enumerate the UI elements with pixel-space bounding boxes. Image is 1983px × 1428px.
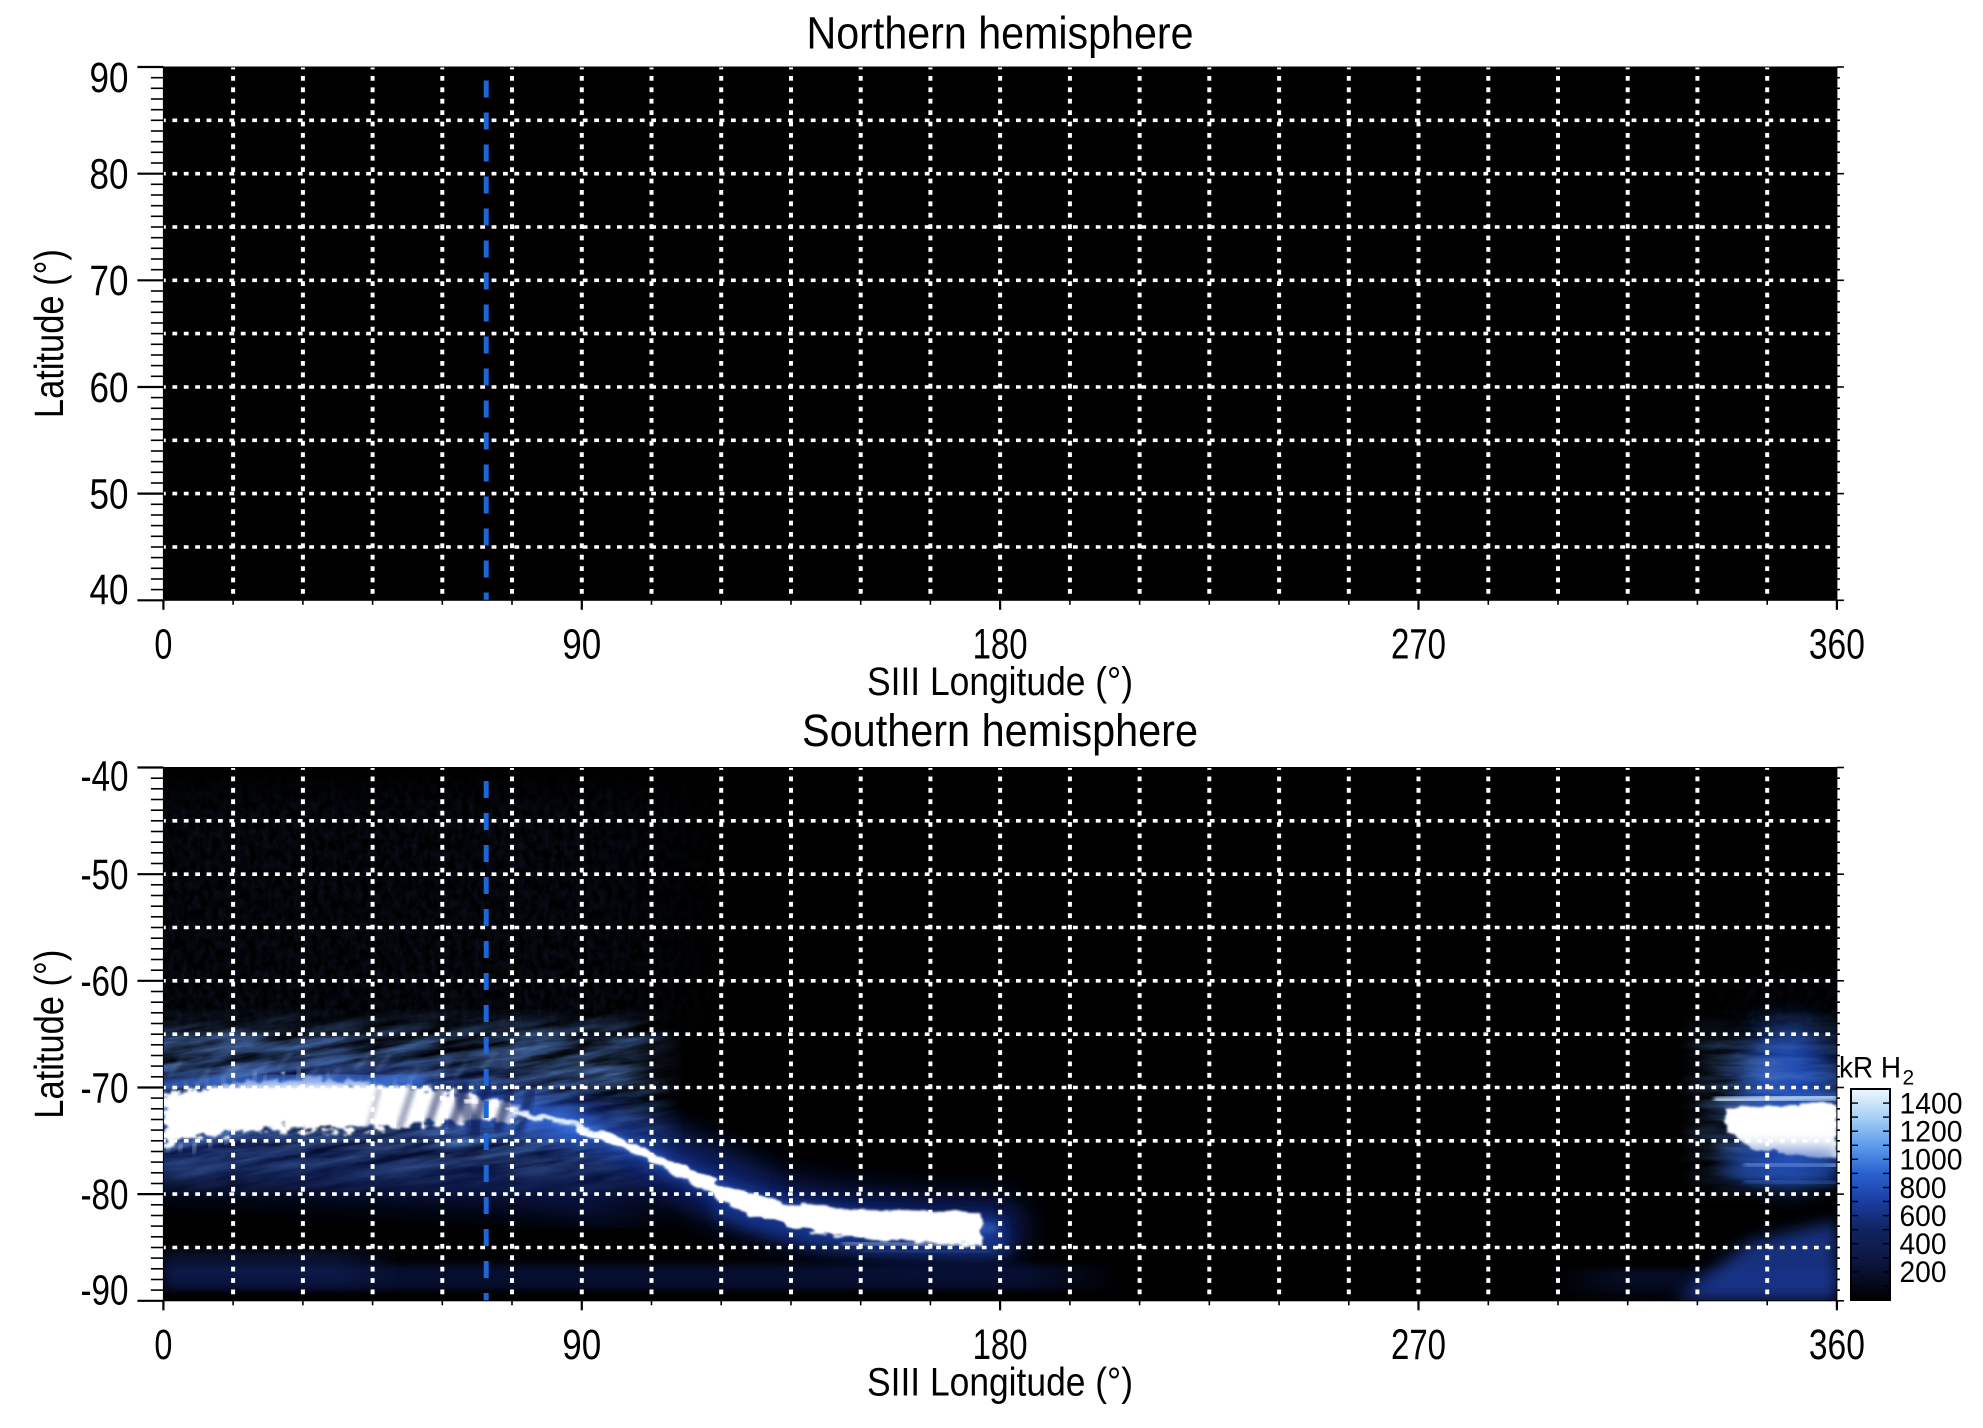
svg-text:90: 90 xyxy=(562,621,601,669)
svg-text:-70: -70 xyxy=(81,1064,129,1112)
svg-text:1000: 1000 xyxy=(1900,1144,1963,1177)
svg-text:200: 200 xyxy=(1900,1256,1947,1289)
svg-text:1200: 1200 xyxy=(1900,1116,1963,1149)
svg-text:Northern hemisphere: Northern hemisphere xyxy=(807,7,1194,58)
svg-text:kR H: kR H xyxy=(1839,1052,1901,1085)
svg-text:270: 270 xyxy=(1391,1321,1446,1369)
svg-text:180: 180 xyxy=(973,1321,1028,1369)
svg-text:0: 0 xyxy=(154,1321,172,1369)
svg-text:-60: -60 xyxy=(81,958,129,1006)
svg-text:400: 400 xyxy=(1900,1228,1947,1261)
svg-text:50: 50 xyxy=(90,470,129,518)
svg-text:70: 70 xyxy=(90,257,129,305)
svg-text:Southern hemisphere: Southern hemisphere xyxy=(802,705,1198,756)
svg-text:-80: -80 xyxy=(81,1171,129,1219)
svg-text:90: 90 xyxy=(562,1321,601,1369)
svg-text:600: 600 xyxy=(1900,1200,1947,1233)
svg-text:360: 360 xyxy=(1809,1321,1865,1369)
svg-text:SIII Longitude (°): SIII Longitude (°) xyxy=(867,660,1133,704)
svg-text:-40: -40 xyxy=(81,752,129,800)
svg-text:-50: -50 xyxy=(81,851,129,899)
svg-text:40: 40 xyxy=(90,566,129,614)
svg-text:0: 0 xyxy=(154,621,172,669)
svg-text:80: 80 xyxy=(90,151,129,199)
svg-text:SIII Longitude (°): SIII Longitude (°) xyxy=(867,1361,1133,1405)
svg-text:Latitude (°): Latitude (°) xyxy=(26,950,72,1119)
svg-text:1400: 1400 xyxy=(1900,1087,1963,1120)
svg-text:60: 60 xyxy=(90,364,129,412)
svg-text:2: 2 xyxy=(1903,1067,1915,1090)
svg-text:270: 270 xyxy=(1391,621,1446,669)
svg-text:-90: -90 xyxy=(81,1267,129,1315)
svg-text:Latitude (°): Latitude (°) xyxy=(26,249,72,418)
svg-text:360: 360 xyxy=(1809,621,1865,669)
svg-text:800: 800 xyxy=(1900,1172,1947,1205)
svg-text:90: 90 xyxy=(90,54,129,102)
svg-text:180: 180 xyxy=(973,621,1028,669)
